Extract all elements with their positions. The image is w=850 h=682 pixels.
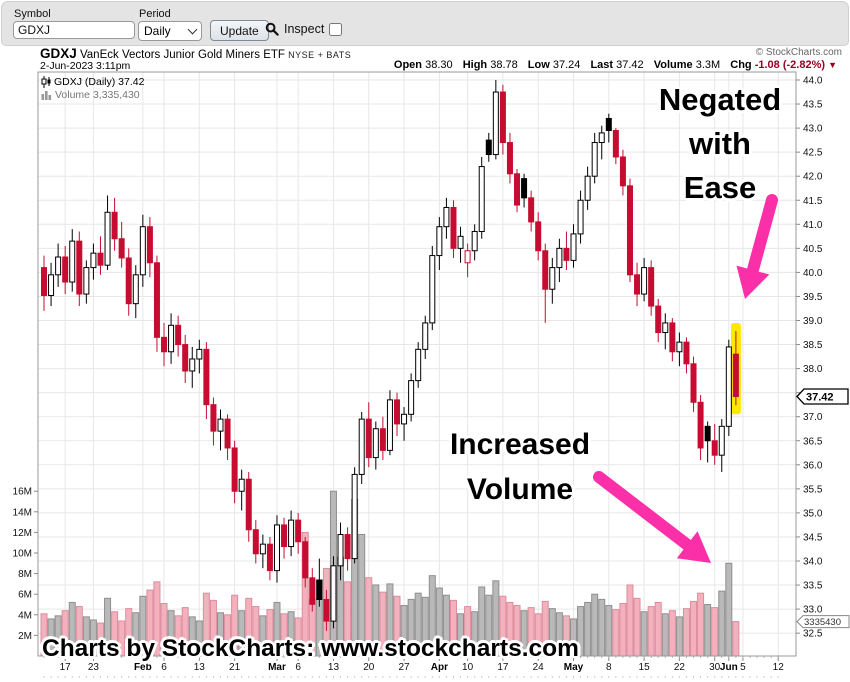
ticker-symbol: GDXJ xyxy=(40,46,77,61)
svg-text:44.0: 44.0 xyxy=(803,76,823,87)
period-select[interactable]: Daily xyxy=(138,21,202,41)
svg-text:43.5: 43.5 xyxy=(803,100,823,111)
update-button[interactable]: Update xyxy=(210,20,269,41)
svg-text:8: 8 xyxy=(606,662,612,673)
svg-text:23: 23 xyxy=(88,662,100,673)
svg-text:33.0: 33.0 xyxy=(803,605,823,616)
triangle-down-icon: ▼ xyxy=(828,60,837,70)
svg-text:42.0: 42.0 xyxy=(803,172,823,183)
period-select-value: Daily xyxy=(144,24,171,38)
date-time: 2-Jun-2023 3:11pm xyxy=(40,60,131,72)
svg-text:37.0: 37.0 xyxy=(803,412,823,423)
annotation-increased: Increased Volume xyxy=(449,428,591,506)
series-legend-text: GDXJ (Daily) 37.42 xyxy=(54,76,145,88)
svg-text:21: 21 xyxy=(229,662,241,673)
ticker-name: VanEck Vectors Junior Gold Miners ETF xyxy=(79,49,285,61)
volume-legend-text: Volume 3,335,430 xyxy=(55,89,140,101)
period-label: Period xyxy=(139,8,171,20)
toolbar: Symbol Period Daily Update Inspect xyxy=(1,1,849,46)
svg-text:10: 10 xyxy=(462,662,474,673)
svg-text:41.5: 41.5 xyxy=(803,196,823,207)
svg-text:2M: 2M xyxy=(18,631,32,642)
svg-text:40.0: 40.0 xyxy=(803,268,823,279)
volume-value: 3.3M xyxy=(695,59,721,71)
volume-label: Volume xyxy=(653,59,693,71)
svg-text:Feb: Feb xyxy=(134,662,152,673)
chart-title: GDXJ VanEck Vectors Junior Gold Miners E… xyxy=(40,46,351,61)
svg-text:42.5: 42.5 xyxy=(803,148,823,159)
chg-value: -1.08 (-2.82%) xyxy=(754,59,826,71)
open-label: Open xyxy=(393,59,423,71)
svg-text:34.5: 34.5 xyxy=(803,532,823,543)
inspect-label: Inspect xyxy=(284,22,325,36)
inspect-control: Inspect xyxy=(265,22,343,36)
volume-bars-icon xyxy=(41,91,52,100)
low-label: Low xyxy=(527,59,550,71)
search-icon xyxy=(265,22,279,36)
last-value: 37.42 xyxy=(616,59,644,71)
symbol-input[interactable] xyxy=(13,21,135,39)
svg-text:36.5: 36.5 xyxy=(803,436,823,447)
inspect-checkbox[interactable] xyxy=(329,22,343,36)
candlestick-icon xyxy=(41,76,51,88)
svg-text:4M: 4M xyxy=(18,610,32,621)
svg-text:12M: 12M xyxy=(13,528,32,539)
svg-text:24: 24 xyxy=(533,662,545,673)
svg-text:38.5: 38.5 xyxy=(803,340,823,351)
chevron-down-icon xyxy=(187,24,198,35)
exchange-label: NYSE + BATS xyxy=(288,50,352,60)
svg-text:5: 5 xyxy=(740,662,746,673)
svg-text:10M: 10M xyxy=(13,549,32,560)
low-value: 37.24 xyxy=(552,59,581,71)
quote-strip: Open 38.30 High 38.78 Low 37.24 Last 37.… xyxy=(387,59,837,71)
last-label: Last xyxy=(590,59,614,71)
svg-text:35.0: 35.0 xyxy=(803,508,823,519)
svg-text:Jun: Jun xyxy=(720,662,738,673)
svg-text:41.0: 41.0 xyxy=(803,220,823,231)
svg-text:13: 13 xyxy=(328,662,340,673)
svg-text:33.5: 33.5 xyxy=(803,581,823,592)
annotation-negated: Negated with Ease xyxy=(658,82,782,205)
svg-text:Mar: Mar xyxy=(268,662,286,673)
svg-text:15: 15 xyxy=(639,662,651,673)
svg-text:17: 17 xyxy=(497,662,509,673)
svg-text:37.42: 37.42 xyxy=(806,391,834,403)
svg-text:35.5: 35.5 xyxy=(803,484,823,495)
svg-text:20: 20 xyxy=(363,662,375,673)
series-legend: GDXJ (Daily) 37.42 xyxy=(41,76,144,88)
svg-text:14M: 14M xyxy=(13,507,32,518)
svg-text:16M: 16M xyxy=(13,487,32,498)
svg-text:17: 17 xyxy=(60,662,72,673)
svg-text:6: 6 xyxy=(161,662,167,673)
svg-text:May: May xyxy=(564,662,584,673)
copyright: © StockCharts.com xyxy=(755,47,842,58)
volume-legend: Volume 3,335,430 xyxy=(41,89,140,101)
svg-text:6: 6 xyxy=(295,662,301,673)
open-value: 38.30 xyxy=(425,59,453,71)
svg-text:36.0: 36.0 xyxy=(803,460,823,471)
svg-text:8M: 8M xyxy=(18,569,32,580)
svg-text:34.0: 34.0 xyxy=(803,557,823,568)
symbol-label: Symbol xyxy=(14,8,51,20)
svg-text:32.5: 32.5 xyxy=(803,629,823,640)
svg-text:3335430: 3335430 xyxy=(804,617,841,628)
svg-text:27: 27 xyxy=(398,662,410,673)
high-label: High xyxy=(462,59,488,71)
svg-text:39.0: 39.0 xyxy=(803,316,823,327)
svg-text:Apr: Apr xyxy=(431,662,448,673)
svg-text:43.0: 43.0 xyxy=(803,124,823,135)
high-value: 38.78 xyxy=(490,59,518,71)
svg-text:6M: 6M xyxy=(18,590,32,601)
chg-label: Chg xyxy=(730,59,752,71)
svg-text:12: 12 xyxy=(773,662,785,673)
svg-text:13: 13 xyxy=(194,662,206,673)
watermark-banner: Charts by StockCharts: www.stockcharts.c… xyxy=(42,635,579,662)
svg-text:38.0: 38.0 xyxy=(803,364,823,375)
svg-text:30: 30 xyxy=(709,662,721,673)
svg-text:39.5: 39.5 xyxy=(803,292,823,303)
svg-text:22: 22 xyxy=(674,662,686,673)
svg-text:40.5: 40.5 xyxy=(803,244,823,255)
